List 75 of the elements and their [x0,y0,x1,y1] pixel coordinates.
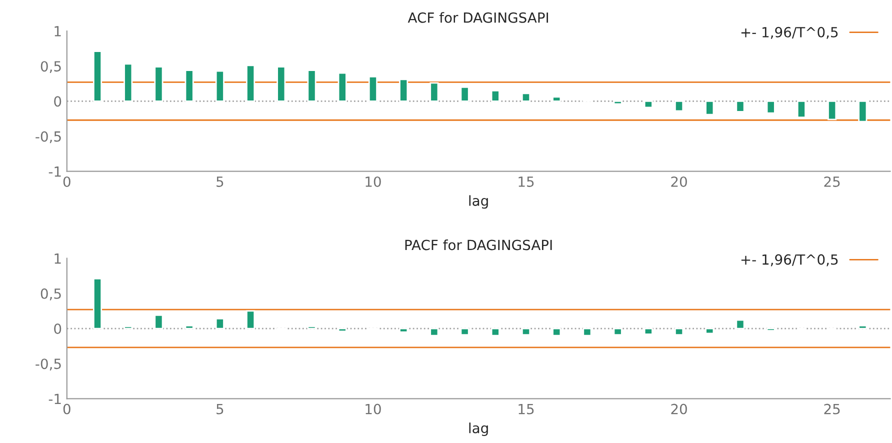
bar [766,100,776,114]
bar [338,328,347,332]
x-tick-label: 25 [824,176,840,187]
bar [276,66,286,102]
bar [92,278,102,330]
x-tick-label: 25 [824,404,840,414]
bar [460,86,470,102]
bar [552,96,562,102]
legend-label: +- 1,96/T^0,5 [741,26,838,39]
y-tick-label: 1 [54,26,61,36]
x-tick-label: 15 [518,176,534,187]
bar [430,328,439,336]
bar [399,78,408,102]
y-tick-label: -1 [48,394,61,404]
legend-label: +- 1,96/T^0,5 [741,254,838,266]
bar [613,328,622,336]
bar [307,326,316,330]
y-tick-label: -0,5 [36,358,61,371]
x-tick-label: 20 [671,404,687,414]
x-axis-title: lag [469,195,488,209]
bar [490,90,500,102]
bar [736,319,745,330]
bar [307,70,316,102]
y-tick-label: 0 [54,324,62,334]
bar [184,70,194,102]
bar [858,100,868,122]
x-tick-label: 20 [671,176,687,187]
chart-title: PACF for DAGINGSAPI [405,239,552,250]
bar [184,325,194,330]
x-tick-label: 5 [216,404,224,414]
bar [215,70,224,102]
bar [766,328,776,332]
bar [736,100,745,112]
y-tick-label: 1 [54,254,61,264]
x-tick-label: 5 [216,176,224,187]
bar [92,50,102,102]
bar [246,64,256,102]
bar [705,100,714,116]
y-tick-label: 0 [54,96,62,107]
x-tick-label: 0 [63,404,70,414]
y-tick-label: -1 [48,166,61,177]
bar [399,328,408,333]
y-tick-label: -0,5 [36,131,61,144]
x-tick-label: 10 [366,176,381,187]
bar [613,100,622,105]
bar [154,314,164,330]
bar [215,318,224,330]
bar [124,63,133,102]
y-tick-label: 0,5 [40,288,61,300]
bar [490,328,500,336]
bar [246,310,256,330]
chart-title: ACF for DAGINGSAPI [408,12,548,23]
bar [460,328,470,336]
x-tick-label: 0 [63,176,70,187]
bar [828,100,837,120]
bar [644,100,653,108]
bar [521,92,531,102]
y-tick-label: 0,5 [40,61,61,73]
bar [338,72,347,102]
bar [796,100,806,118]
x-axis-title: lag [469,422,488,436]
bar [521,328,531,336]
x-tick-label: 10 [366,404,381,414]
bar [674,100,684,112]
bar [124,326,133,330]
bar [674,328,684,336]
x-tick-label: 15 [518,404,534,414]
bar [552,328,562,336]
bar [858,325,868,330]
bar [582,328,592,336]
bar [430,82,439,102]
bar [644,328,653,335]
bar [705,328,714,334]
bar [368,76,378,102]
bar [154,66,164,102]
